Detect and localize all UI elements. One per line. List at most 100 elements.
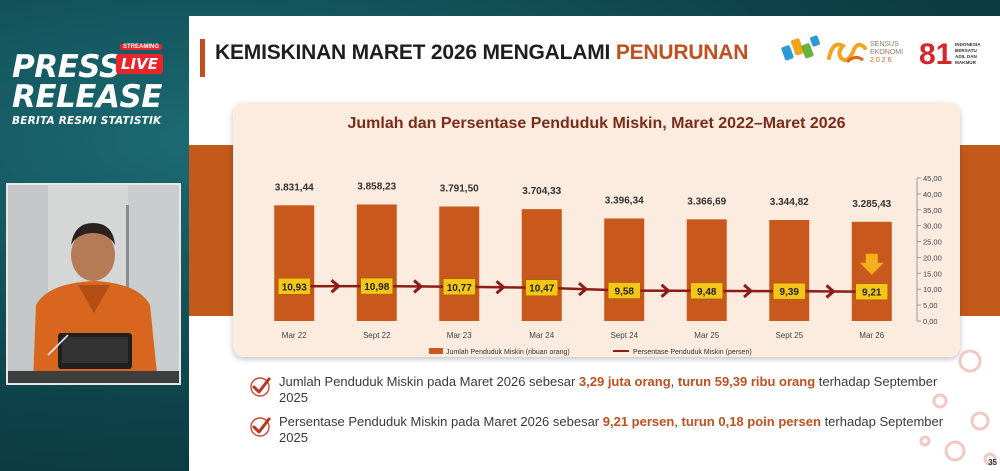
bps-logo-icon: [781, 35, 820, 61]
ri-line2: BERSATU: [955, 48, 978, 53]
chevron-marker: [578, 282, 589, 297]
finding-pre: Jumlah Penduduk Miskin pada Maret 2026 s…: [279, 374, 579, 389]
bar-value-label: 3.285,43: [852, 199, 891, 210]
bar: [274, 205, 315, 321]
percentage-value-label: 9,39: [780, 287, 800, 298]
presenter-video: [6, 183, 181, 385]
right-axis-tick-label: 40,00: [923, 190, 942, 199]
legend-bar-swatch: [429, 348, 443, 354]
bar-value-label: 3.366,69: [687, 196, 726, 207]
x-axis-tick-label: Mar 23: [447, 331, 472, 340]
down-arrow-icon: [859, 253, 884, 275]
slide-title-main: KEMISKINAN MARET 2026 MENGALAMI: [215, 41, 616, 64]
press-release-logo: STREAMING LIVE PRESS RELEASE BERITA RESM…: [12, 44, 182, 127]
percentage-value-label: 10,98: [364, 282, 389, 293]
chevron-marker: [743, 283, 754, 299]
release-text: RELEASE: [12, 79, 162, 115]
right-axis-tick-label: 45,00: [923, 174, 942, 183]
key-findings: Jumlah Penduduk Miskin pada Maret 2026 s…: [249, 374, 949, 454]
bar-value-label: 3.704,33: [522, 186, 561, 197]
live-badge: LIVE: [116, 54, 163, 74]
check-icon: [250, 417, 271, 437]
ri-line1: INDONESIA: [955, 42, 981, 47]
page-number: 35: [988, 458, 997, 467]
percentage-label-box: [525, 279, 558, 296]
percentage-label-box: [690, 282, 723, 300]
percentage-value-label: 10,93: [282, 282, 307, 293]
finding-sep: ,: [674, 414, 682, 429]
right-axis-tick-label: 35,00: [923, 206, 942, 215]
chart-card: Jumlah dan Persentase Penduduk Miskin, M…: [233, 103, 960, 357]
percentage-value-label: 9,48: [697, 287, 717, 298]
chevron-marker: [413, 279, 424, 294]
bar: [439, 206, 480, 321]
finding-item: Persentase Penduduk Miskin pada Maret 20…: [249, 414, 949, 446]
chevron-marker: [330, 279, 341, 294]
bar: [769, 219, 810, 321]
ri-81-number: 81: [919, 38, 952, 71]
x-axis-tick-label: Sept 25: [775, 331, 803, 340]
legend-bar-label: Jumlah Penduduk Miskin (ribuan orang): [446, 349, 570, 356]
bar-value-label: 3.344,82: [770, 197, 809, 208]
right-axis-tick-label: 30,00: [923, 222, 942, 231]
bar: [521, 209, 562, 321]
right-axis-tick-label: 25,00: [923, 238, 942, 247]
percentage-value-label: 9,21: [862, 288, 882, 299]
right-axis-tick-label: 20,00: [923, 253, 942, 262]
streaming-tag: STREAMING: [120, 44, 162, 50]
x-axis-tick-label: Mar 25: [694, 331, 719, 340]
percentage-label-box: [855, 283, 888, 300]
presentation-slide: KEMISKINAN MARET 2026 MENGALAMI PENURUNA…: [189, 16, 1000, 471]
poverty-chart: 0,00 5,00 10,00 15,00 20,00 25,00 30,00 35,00 40…: [274, 174, 942, 356]
finding-highlight: 9,21 persen: [602, 414, 675, 429]
decorative-pattern: [919, 349, 997, 466]
berita-resmi-text: BERITA RESMI STATISTIK: [12, 115, 162, 127]
percentage-label-box: [360, 277, 393, 295]
ri-line3: ADIL DAN: [955, 54, 978, 59]
sensus-line2: EKONOMI: [870, 49, 903, 56]
percentage-value-label: 10,47: [529, 284, 554, 295]
percentage-value-label: 9,58: [615, 287, 635, 298]
chevron-marker: [495, 280, 506, 295]
sensus-ekonomi-logo-icon: [827, 42, 867, 64]
finding-post: terhadap September 2025: [279, 414, 944, 445]
percentage-value-label: 10,77: [447, 283, 472, 294]
bar-value-label: 3.396,34: [605, 195, 644, 206]
slide-title: KEMISKINAN MARET 2026 MENGALAMI PENURUNA…: [215, 41, 748, 65]
bar-value-label: 3.831,44: [275, 182, 314, 193]
percentage-label-box: [278, 278, 311, 295]
percentage-label-box: [773, 282, 806, 300]
bar-value-label: 3.791,50: [440, 183, 479, 194]
x-axis-tick-label: Sept 24: [610, 331, 638, 340]
sensus-year: 2026: [870, 57, 894, 64]
title-accent-bar: [200, 39, 205, 77]
finding-pre: Persentase Penduduk Miskin pada Maret 20…: [279, 414, 603, 429]
bar: [604, 218, 645, 321]
finding-text: Jumlah Penduduk Miskin pada Maret 2026 s…: [279, 374, 949, 406]
bar-value-label: 3.858,23: [357, 181, 396, 192]
chevron-marker: [825, 284, 836, 299]
right-axis-tick-label: 15,00: [923, 269, 942, 278]
bar: [356, 204, 397, 321]
finding-text: Persentase Penduduk Miskin pada Maret 20…: [279, 414, 949, 446]
right-axis-tick-label: 0,00: [923, 317, 938, 326]
finding-item: Jumlah Penduduk Miskin pada Maret 2026 s…: [249, 374, 949, 406]
x-axis-tick-label: Sept 22: [363, 331, 391, 340]
sensus-line1: SENSUS: [870, 41, 899, 48]
chevron-marker: [660, 283, 671, 298]
finding-post: terhadap September 2025: [279, 374, 938, 405]
x-axis-tick-label: Mar 24: [529, 331, 554, 340]
finding-highlight: 3,29 juta orang: [578, 374, 671, 389]
percentage-label-box: [608, 282, 641, 299]
legend-line-label: Persentase Penduduk Miskin (persen): [633, 349, 752, 356]
chart-title: Jumlah dan Persentase Penduduk Miskin, M…: [347, 115, 846, 132]
press-text: PRESS: [12, 49, 121, 85]
percentage-label-box: [443, 278, 476, 296]
finding-highlight: turun 59,39 ribu orang: [677, 374, 816, 389]
x-axis-tick-label: Mar 22: [282, 331, 307, 340]
x-axis-tick-label: Mar 26: [859, 331, 884, 340]
check-icon: [250, 377, 271, 397]
right-axis-tick-label: 5,00: [923, 301, 938, 310]
bar: [686, 219, 727, 321]
finding-highlight: turun 0,18 poin persen: [681, 414, 821, 429]
